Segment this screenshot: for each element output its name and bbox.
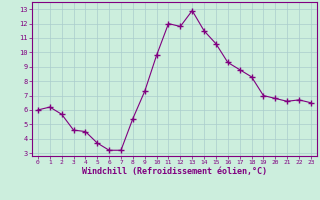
X-axis label: Windchill (Refroidissement éolien,°C): Windchill (Refroidissement éolien,°C) xyxy=(82,167,267,176)
